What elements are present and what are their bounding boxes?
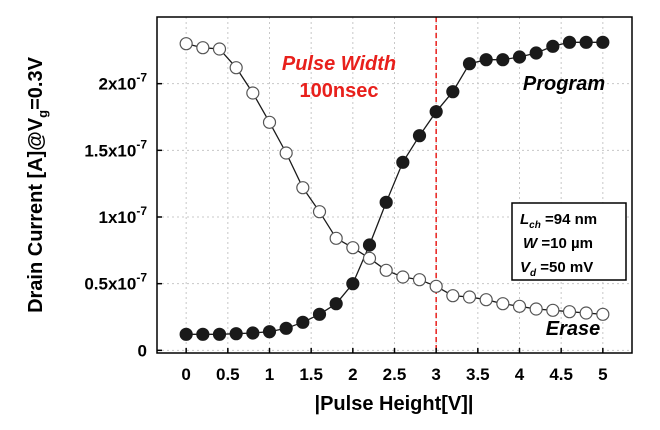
erase-data-point [596, 307, 610, 321]
erase-data-point [329, 231, 343, 245]
y-axis-title: Drain Current [A]@Vg=0.3V [25, 56, 50, 313]
x-tick-label: 0.5 [216, 365, 240, 384]
program-data-point [212, 327, 227, 341]
program-data-point [479, 53, 493, 67]
pulse-width-value: 100nsec [300, 80, 379, 102]
parameter-box-frame [511, 202, 627, 281]
x-tick-label: 4 [515, 365, 525, 384]
program-data-point [362, 238, 377, 252]
program-data-point [346, 277, 360, 291]
erase-data-point [379, 263, 393, 277]
pulse-width-label: Pulse Width [282, 53, 396, 75]
param-width: W =10 µm [523, 235, 593, 252]
erase-data-point [512, 299, 527, 313]
erase-data-point [296, 181, 310, 195]
program-data-point [379, 195, 393, 209]
program-data-point [579, 35, 593, 49]
x-tick-label: 2.5 [383, 365, 407, 384]
y-tick-labels: 0 0.5x10-7 1x10-7 1.5x10-7 2x10-7 [84, 71, 147, 361]
param-lch-value: =94 nm [541, 211, 597, 228]
x-tick-label: 1 [265, 365, 274, 384]
param-lch-symbol: L [520, 211, 529, 228]
program-data-point [396, 155, 410, 169]
x-tick-label: 2 [348, 365, 357, 384]
program-data-point [529, 46, 543, 60]
y-axis-title-tail: =0.3V [25, 56, 47, 109]
erase-data-point [179, 37, 193, 51]
y-tick-label: 1x10-7 [99, 204, 148, 227]
program-data-point [546, 39, 560, 53]
x-tick-label: 3 [431, 365, 440, 384]
erase-data-point [279, 146, 293, 160]
program-data-point [296, 315, 310, 329]
erase-data-point [562, 305, 577, 319]
x-tick-label: 4.5 [549, 365, 573, 384]
program-data-point [512, 50, 527, 64]
param-w-value: =10 µm [537, 235, 593, 252]
erase-series-label: Erase [546, 318, 601, 340]
erase-data-point [546, 303, 560, 317]
erase-data-point [479, 293, 493, 307]
param-lch-subscript: ch [529, 220, 541, 231]
program-data-point [262, 325, 277, 339]
erase-data-point [529, 302, 543, 316]
erase-data-point [262, 115, 277, 129]
erase-data-point [229, 61, 243, 75]
program-data-point [562, 35, 577, 49]
param-channel-length: Lch =94 nm [520, 211, 597, 231]
erase-data-point [496, 297, 510, 311]
program-data-point [246, 326, 260, 340]
program-data-point [279, 321, 293, 335]
y-axis-title-sub: g [35, 110, 50, 118]
erase-data-point [396, 270, 410, 284]
erase-data-point [579, 306, 593, 320]
program-data-point [446, 85, 460, 99]
series-layer [179, 35, 610, 341]
program-data-point [329, 297, 343, 311]
x-axis-title: |Pulse Height[V]| [315, 393, 474, 415]
erase-data-point [362, 251, 377, 265]
program-data-point [462, 57, 477, 71]
y-tick-label: 0.5x10-7 [84, 271, 147, 294]
erase-data-point [312, 205, 327, 219]
program-data-point [496, 53, 510, 67]
param-vd-value: =50 mV [536, 259, 593, 276]
param-w-symbol: W [523, 235, 539, 252]
erase-data-point [412, 273, 427, 287]
x-tick-label: 5 [598, 365, 607, 384]
program-data-point [596, 35, 610, 49]
param-vd-symbol: V [520, 259, 532, 276]
program-data-point [312, 307, 327, 321]
erase-data-point [212, 42, 227, 56]
erase-data-point [462, 290, 477, 304]
program-data-point [229, 327, 243, 341]
program-series-label: Program [523, 73, 605, 95]
erase-data-point [446, 289, 460, 303]
y-tick-label: 2x10-7 [99, 71, 148, 94]
y-axis-title-main: Drain Current [A]@V [25, 117, 47, 313]
x-tick-label: 1.5 [299, 365, 323, 384]
x-tick-label: 3.5 [466, 365, 490, 384]
y-tick-label: 0 [138, 341, 147, 360]
tick-marks [157, 82, 604, 353]
erase-data-point [246, 86, 260, 100]
y-tick-label: 1.5x10-7 [84, 137, 147, 160]
program-data-point [179, 327, 193, 341]
x-tick-label: 0 [181, 365, 190, 384]
program-data-point [429, 105, 443, 119]
parameter-box: Lch =94 nm W =10 µm Vd =50 mV [511, 202, 627, 281]
program-data-point [196, 327, 210, 341]
erase-data-point [346, 241, 360, 255]
erase-data-point [429, 279, 443, 293]
x-tick-labels: 0 0.5 1 1.5 2 2.5 3 3.5 4 4.5 5 [181, 365, 607, 384]
param-vd-subscript: d [530, 268, 537, 279]
erase-data-point [196, 41, 210, 55]
param-drain-voltage: Vd =50 mV [520, 259, 593, 279]
program-data-point [412, 129, 427, 143]
